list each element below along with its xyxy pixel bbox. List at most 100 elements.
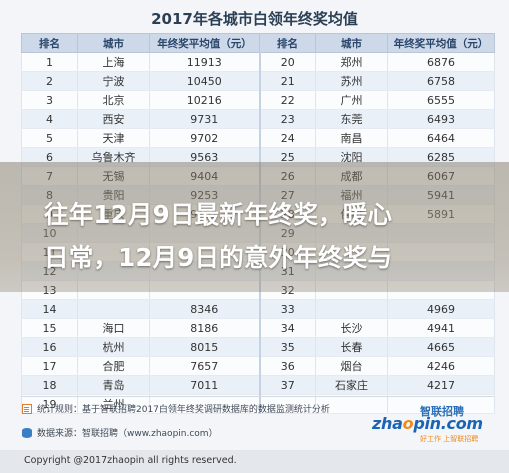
logo-en-accent: o xyxy=(402,414,414,433)
cell-city: 海口 xyxy=(77,318,150,338)
logo-en-part: zha xyxy=(372,414,403,433)
cell-city-2: 石家庄 xyxy=(315,375,388,395)
copyright-text: Copyright @2017zhaopin all rights reserv… xyxy=(24,455,237,466)
data-source-text: 数据来源：智联招聘（www.zhaopin.com） xyxy=(37,429,218,439)
cell-city: 杭州 xyxy=(77,337,150,357)
headline-line-2: 日常，12月9日的意外年终奖与 xyxy=(44,243,393,272)
cell-rank-2: 35 xyxy=(258,337,316,357)
cell-city-2: 广州 xyxy=(315,90,388,110)
cell-rank: 19 xyxy=(21,394,78,414)
header-bonus-2: 年终奖平均值（元） xyxy=(387,33,495,53)
cell-city: 西安 xyxy=(77,109,150,129)
logo-tagline: 好工作 上智联招聘 xyxy=(420,435,479,443)
cell-city: 天津 xyxy=(77,128,150,148)
cell-rank-2: 36 xyxy=(258,356,316,376)
cell-bonus-2: 6464 xyxy=(387,128,495,148)
cell-bonus: 8186 xyxy=(149,318,260,338)
cell-bonus-2: 4665 xyxy=(387,337,495,357)
cell-city-2: 长沙 xyxy=(315,318,388,338)
cell-bonus-2: 6758 xyxy=(387,71,495,91)
cell-rank-2: 34 xyxy=(258,318,316,338)
cell-city-2 xyxy=(315,299,388,319)
cell-bonus: 9702 xyxy=(149,128,260,148)
stat-rule-note: 统计规则：基于智联招聘2017白领年终奖调研数据库的数据监测统计分析 xyxy=(22,402,330,415)
table-row: 5 天津 9702 24 南昌 6464 xyxy=(21,128,495,148)
cell-rank: 14 xyxy=(21,299,78,319)
table-row: 16 杭州 8015 35 长春 4665 xyxy=(21,337,495,357)
table-title: 2017年各城市白领年终奖均值 xyxy=(151,10,358,28)
cell-city: 北京 xyxy=(77,90,150,110)
cell-bonus: 8346 xyxy=(149,299,260,319)
cell-bonus: 8015 xyxy=(149,337,260,357)
cell-city-2: 烟台 xyxy=(315,356,388,376)
header-bonus: 年终奖平均值（元） xyxy=(149,33,260,53)
cell-city: 兰州 xyxy=(77,394,150,414)
cell-city: 宁波 xyxy=(77,71,150,91)
cell-city-2: 郑州 xyxy=(315,52,388,72)
table-row: 4 西安 9731 23 东莞 6493 xyxy=(21,109,495,129)
cell-city xyxy=(77,299,150,319)
list-icon xyxy=(22,403,32,414)
cell-rank: 17 xyxy=(21,356,78,376)
data-source-note: 数据来源：智联招聘（www.zhaopin.com） xyxy=(22,426,218,439)
table-row: 14 8346 33 4969 xyxy=(21,299,495,319)
cell-bonus-2: 6555 xyxy=(387,90,495,110)
logo-en-text: zhaopin.com xyxy=(372,414,483,433)
table-row: 18 青岛 7011 37 石家庄 4217 xyxy=(21,375,495,395)
database-icon xyxy=(22,427,32,438)
cell-rank-2 xyxy=(258,394,316,414)
cell-city-2: 长春 xyxy=(315,337,388,357)
cell-bonus: 7011 xyxy=(149,375,260,395)
cell-bonus: 10450 xyxy=(149,71,260,91)
headline: 往年12月9日最新年终奖，暖心 日常，12月9日的意外年终奖与 xyxy=(44,193,504,279)
logo-cn-text: 智联招聘 xyxy=(420,405,464,418)
cell-city-2 xyxy=(315,394,388,414)
cell-bonus-2: 4217 xyxy=(387,375,495,395)
cell-city-2: 东莞 xyxy=(315,109,388,129)
cell-rank: 5 xyxy=(21,128,78,148)
cell-bonus: 10216 xyxy=(149,90,260,110)
header-rank: 排名 xyxy=(21,33,78,53)
cell-bonus-2: 4941 xyxy=(387,318,495,338)
cell-rank-2: 21 xyxy=(258,71,316,91)
table-row: 15 海口 8186 34 长沙 4941 xyxy=(21,318,495,338)
cell-bonus-2: 6876 xyxy=(387,52,495,72)
table-header-row: 排名 城市 年终奖平均值（元） 排名 城市 年终奖平均值（元） xyxy=(21,33,495,53)
header-city: 城市 xyxy=(77,33,150,53)
cell-rank: 4 xyxy=(21,109,78,129)
table-row: 1 上海 11913 20 郑州 6876 xyxy=(21,52,495,72)
table-row: 2 宁波 10450 21 苏州 6758 xyxy=(21,71,495,91)
cell-bonus: 11913 xyxy=(149,52,260,72)
cell-bonus-2: 6493 xyxy=(387,109,495,129)
cell-city: 青岛 xyxy=(77,375,150,395)
cell-rank-2: 20 xyxy=(258,52,316,72)
header-rank-2: 排名 xyxy=(259,33,316,53)
cell-rank: 16 xyxy=(21,337,78,357)
divider xyxy=(21,396,494,397)
cell-city: 合肥 xyxy=(77,356,150,376)
cell-bonus-2: 4969 xyxy=(387,299,495,319)
cell-rank-2: 33 xyxy=(258,299,316,319)
zhaopin-logo: 智联招聘 zhaopin.com 好工作 上智联招聘 xyxy=(372,403,494,445)
stat-rule-text: 统计规则：基于智联招聘2017白领年终奖调研数据库的数据监测统计分析 xyxy=(37,405,330,415)
header-city-2: 城市 xyxy=(315,33,388,53)
table-row: 19 兰州 xyxy=(21,394,495,414)
cell-rank: 18 xyxy=(21,375,78,395)
cell-bonus-2 xyxy=(387,394,495,414)
cell-bonus-2: 4246 xyxy=(387,356,495,376)
cell-city-2: 苏州 xyxy=(315,71,388,91)
cell-rank: 3 xyxy=(21,90,78,110)
table-row: 17 合肥 7657 36 烟台 4246 xyxy=(21,356,495,376)
logo-en-part: pin.com xyxy=(413,414,483,433)
cell-bonus: 9731 xyxy=(149,109,260,129)
cell-rank-2: 22 xyxy=(258,90,316,110)
cell-rank-2: 37 xyxy=(258,375,316,395)
headline-line-1: 往年12月9日最新年终奖，暖心 xyxy=(44,200,393,229)
cell-rank: 1 xyxy=(21,52,78,72)
cell-city-2: 南昌 xyxy=(315,128,388,148)
cell-rank: 15 xyxy=(21,318,78,338)
headline-overlay xyxy=(0,162,509,292)
cell-rank-2: 24 xyxy=(258,128,316,148)
cell-bonus: 7657 xyxy=(149,356,260,376)
